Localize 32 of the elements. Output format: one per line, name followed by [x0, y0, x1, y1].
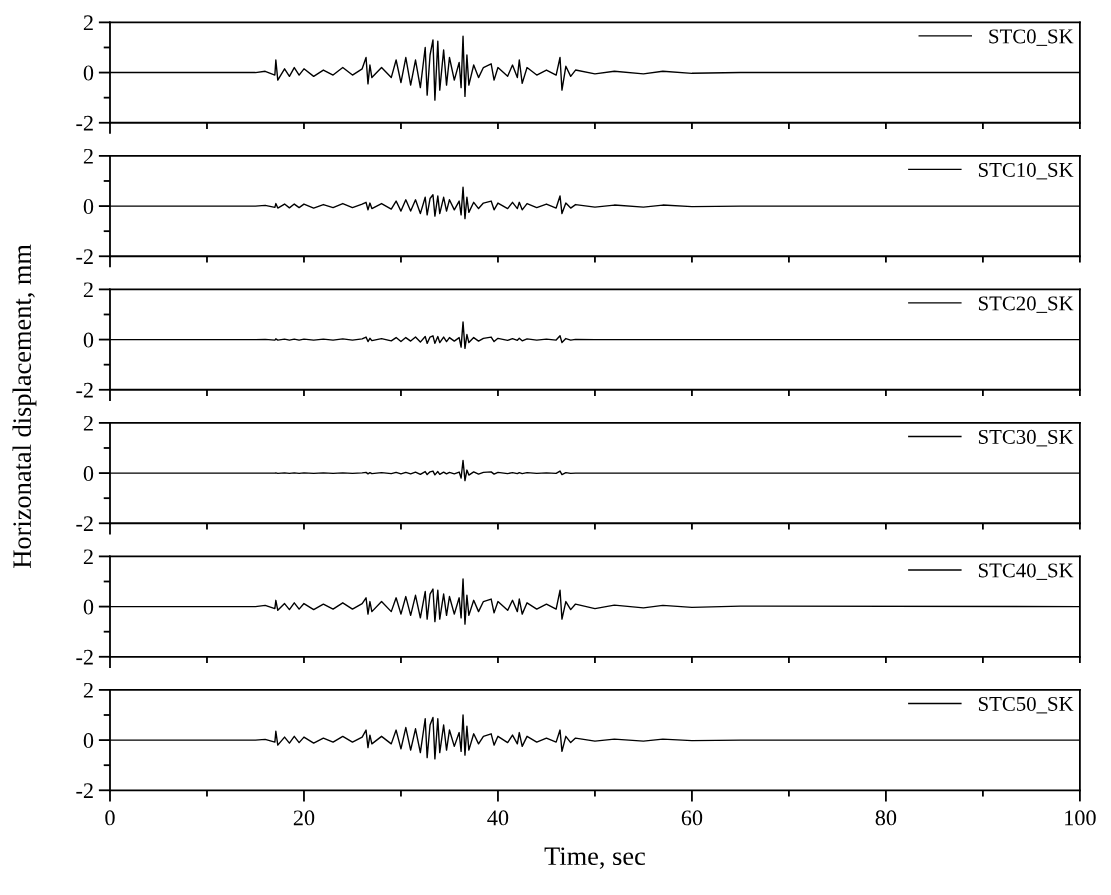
y-tick-label: 0	[83, 332, 94, 348]
y-tick-label: 0	[83, 466, 94, 482]
x-tick-label: 60	[681, 810, 703, 826]
x-tick-label: 0	[105, 810, 115, 826]
y-tick-label: 2	[83, 282, 93, 298]
y-tick-label: -2	[76, 382, 93, 398]
y-axis-title: Horizonatal displacement, mm	[12, 244, 37, 568]
y-tick-label: 2	[83, 415, 93, 431]
y-tick-label: 0	[83, 65, 94, 81]
y-tick-label: 2	[83, 682, 93, 698]
legend-label: STC50_SK	[978, 696, 1074, 714]
y-tick-label: -2	[76, 516, 93, 531]
legend-label: STC30_SK	[978, 429, 1074, 447]
legend-label: STC40_SK	[978, 563, 1074, 580]
y-tick-label: -2	[76, 649, 93, 665]
x-axis-title: Time, sec	[544, 847, 645, 869]
y-tick-label: 2	[83, 549, 93, 565]
legend-label: STC20_SK	[978, 296, 1074, 313]
x-tick-label: 80	[875, 810, 897, 826]
y-tick-label: -2	[76, 115, 93, 131]
y-tick-label: -2	[76, 249, 93, 264]
x-tick-label: 40	[487, 810, 509, 826]
y-tick-label: 2	[83, 15, 93, 31]
y-tick-label: 0	[83, 199, 94, 214]
y-tick-label: 0	[83, 599, 94, 615]
y-tick-label: 0	[83, 733, 94, 749]
x-tick-label: 100	[1065, 810, 1096, 826]
legend-label: STC0_SK	[989, 29, 1074, 46]
y-tick-label: -2	[76, 783, 93, 798]
x-tick-label: 20	[293, 810, 315, 826]
legend-label: STC10_SK	[978, 162, 1074, 180]
y-tick-label: 2	[83, 148, 93, 164]
